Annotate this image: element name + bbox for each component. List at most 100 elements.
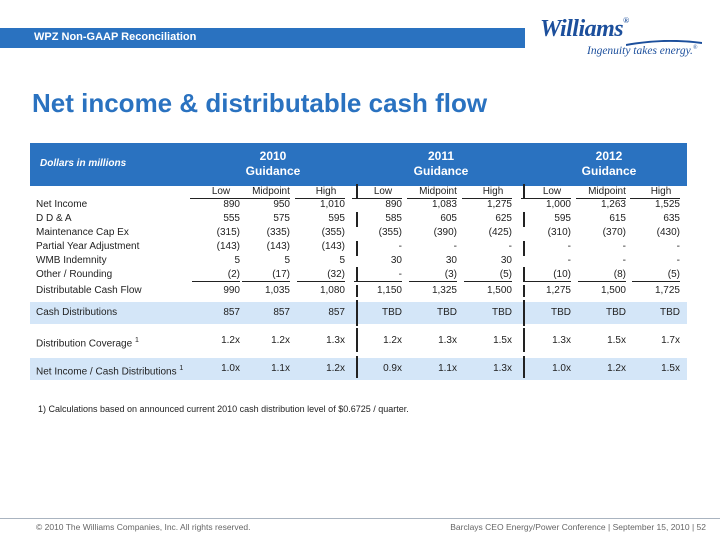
copyright: © 2010 The Williams Companies, Inc. All … [36, 522, 251, 532]
table-cell: (10) [553, 269, 571, 280]
table-cell: 1.2x [326, 363, 345, 374]
table-cell: 1.1x [271, 363, 290, 374]
group-label: Guidance [581, 164, 637, 178]
table-cell: 595 [554, 213, 571, 224]
table-cell: (32) [327, 269, 345, 280]
table-cell: 1.5x [493, 335, 512, 346]
row-label-text: D D & A [36, 213, 72, 224]
group-label: Guidance [245, 164, 301, 178]
williams-logo: Williams® Ingenuity takes energy.® [540, 16, 710, 70]
table-cell: 1,725 [654, 285, 680, 296]
table-cell: 1.0x [552, 363, 571, 374]
table-cell: 615 [609, 213, 626, 224]
footnote-marker: 1 [134, 337, 139, 344]
table-cell: (390) [433, 227, 457, 238]
table-cell: 555 [223, 213, 240, 224]
table-cell: (355) [378, 227, 402, 238]
table-cell: (143) [266, 241, 290, 252]
banner-hatch-decoration [360, 63, 520, 76]
table-cell: 5 [284, 255, 290, 266]
table-cell: 1,010 [319, 199, 345, 210]
table-cell: 1.1x [438, 363, 457, 374]
subtotal-underline [242, 281, 290, 282]
table-cell: 890 [223, 199, 240, 210]
subtotal-underline [464, 281, 512, 282]
col-header-high: High [482, 186, 504, 197]
table-cell: (315) [216, 227, 240, 238]
table-cell: - [676, 241, 680, 252]
table-cell: (143) [321, 241, 345, 252]
table-cell: 1,500 [486, 285, 512, 296]
table-cell: 1.3x [326, 335, 345, 346]
col-header-underline [190, 198, 240, 199]
footnote: 1) Calculations based on announced curre… [38, 404, 409, 414]
table-cell: 1.0x [221, 363, 240, 374]
table-cell: (425) [488, 227, 512, 238]
table-cell: TBD [551, 307, 571, 318]
table-cell: - [567, 255, 571, 266]
group-year: 2012 [595, 149, 623, 163]
group-separator [523, 328, 525, 352]
col-header-underline [576, 198, 626, 199]
row-label: Cash Distributions [36, 307, 117, 319]
row-label-text: WMB Indemnity [36, 255, 107, 266]
row-label: D D & A [36, 213, 72, 225]
row-label: WMB Indemnity [36, 255, 107, 267]
page-title: Net income & distributable cash flow [32, 88, 488, 118]
group-separator [523, 184, 525, 198]
table-cell: 950 [273, 199, 290, 210]
row-label: Distribution Coverage 1 [36, 335, 139, 350]
col-header-underline [521, 198, 571, 199]
col-header-low: Low [542, 186, 562, 197]
row-label-text: Maintenance Cap Ex [36, 227, 129, 238]
table-cell: 1.3x [438, 335, 457, 346]
table-cell: 1,263 [600, 199, 626, 210]
col-header-midpoint: Midpoint [588, 186, 626, 197]
group-separator [523, 212, 525, 227]
footer-divider [0, 518, 720, 519]
table-cell: 1.2x [271, 335, 290, 346]
table-cell: - [508, 241, 512, 252]
table-cell: - [398, 269, 402, 280]
table-cell: - [622, 255, 626, 266]
table-cell: 1,275 [545, 285, 571, 296]
table-cell: (430) [656, 227, 680, 238]
group-separator [523, 267, 525, 282]
footnote-marker: 1 [179, 365, 184, 372]
col-header-high: High [315, 186, 337, 197]
group-separator [523, 241, 525, 256]
subtotal-underline [192, 281, 240, 282]
col-header-underline [630, 198, 680, 199]
group-label: Guidance [413, 164, 469, 178]
table-cell: 1,325 [431, 285, 457, 296]
table-cell: 1.5x [661, 363, 680, 374]
table-cell: 5 [234, 255, 240, 266]
conference-info: Barclays CEO Energy/Power Conference | S… [450, 522, 706, 532]
col-header-underline [240, 198, 290, 199]
table-cell: 30 [390, 255, 402, 266]
table-cell: TBD [492, 307, 512, 318]
row-label-text: Cash Distributions [36, 307, 118, 318]
table-cell: (17) [272, 269, 290, 280]
row-label-text: Distributable Cash Flow [36, 285, 142, 296]
col-header-underline [462, 198, 512, 199]
table-cell: 1.2x [383, 335, 402, 346]
row-band [30, 358, 687, 380]
table-cell: 890 [385, 199, 402, 210]
col-header-low: Low [373, 186, 393, 197]
col-header-underline [352, 198, 402, 199]
logo-wordmark: Williams® [540, 16, 629, 42]
table-cell: 1,500 [600, 285, 626, 296]
row-label-text: Net Income [36, 199, 88, 210]
table-cell: (310) [547, 227, 571, 238]
table-cell: 605 [440, 213, 457, 224]
row-label-text: Other / Rounding [36, 269, 113, 280]
col-header-high: High [650, 186, 672, 197]
col-header-underline [407, 198, 457, 199]
table-cell: 857 [328, 307, 345, 318]
row-label: Partial Year Adjustment [36, 241, 139, 253]
table-cell: 857 [223, 307, 240, 318]
table-cell: 1.2x [221, 335, 240, 346]
table-cell: (5) [667, 269, 680, 280]
row-label: Net Income / Cash Distributions 1 [36, 363, 183, 378]
